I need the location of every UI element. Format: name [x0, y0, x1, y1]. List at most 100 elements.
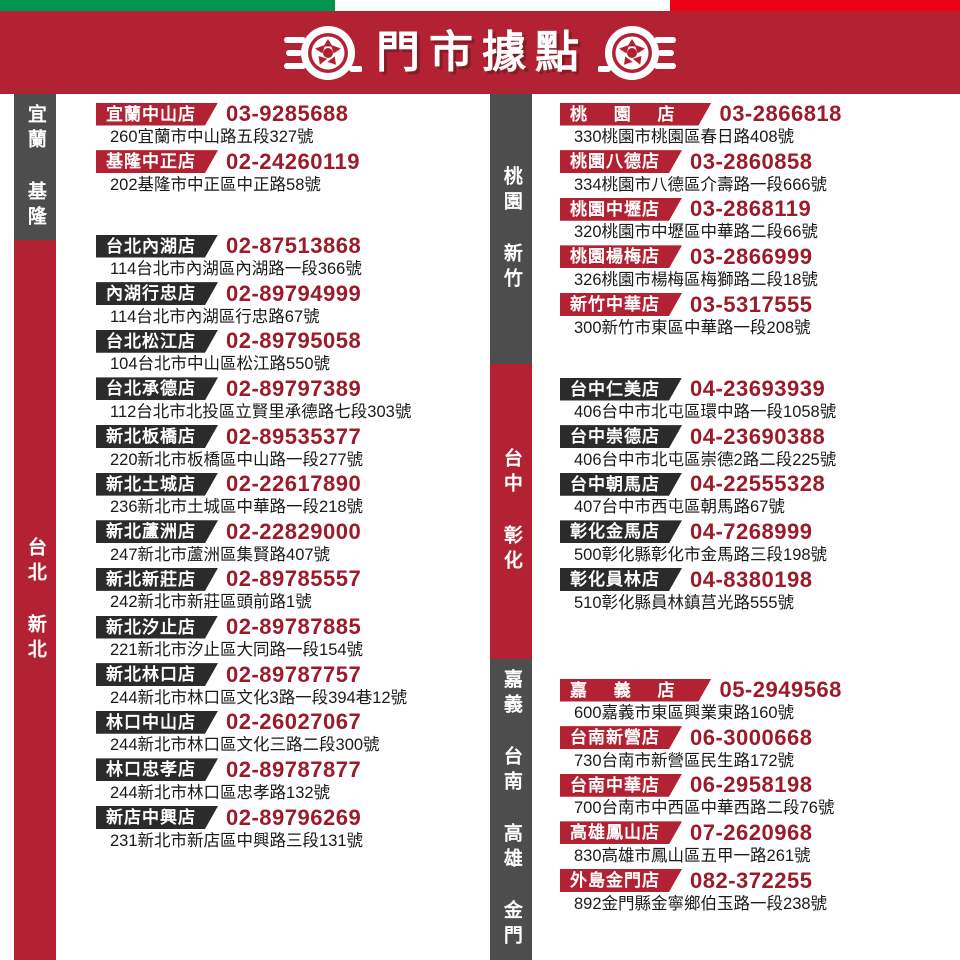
store-name-tag[interactable]: 新北汐止店: [96, 616, 218, 639]
store-address: 242新北市新莊區頭前路1號: [110, 593, 312, 612]
store-name-tag[interactable]: 新北蘆洲店: [96, 520, 218, 543]
store-address: 320桃園市中壢區中華路二段66號: [574, 223, 818, 242]
store-address: 231新北市新店區中興路三段131號: [110, 831, 364, 850]
store-name-tag[interactable]: 新竹中華店: [560, 293, 682, 316]
store-header: 桃園八德店 03-2860858: [560, 150, 956, 174]
store-name-tag[interactable]: 新北林口店: [96, 663, 218, 686]
store-group-taichung-changhua: 台中仁美店 04-23693939 406台中市北屯區環中路一段1058號 台中崇德店…: [560, 377, 956, 615]
region-label-text: 台北 新北: [24, 536, 46, 664]
store-address: 510彰化縣員林鎮莒光路555號: [574, 593, 795, 612]
store-phone[interactable]: 02-89785557: [226, 566, 362, 592]
store-phone[interactable]: 02-89787757: [226, 661, 362, 687]
store-entry: 新北新莊店 02-89785557 242新北市新莊區頭前路1號: [96, 567, 476, 613]
store-name-tag[interactable]: 嘉 義 店: [560, 679, 711, 702]
store-name-tag[interactable]: 彰化金馬店: [560, 520, 682, 543]
store-name-tag[interactable]: 宜蘭中山店: [96, 103, 218, 126]
store-phone[interactable]: 03-2868119: [690, 196, 812, 222]
store-header: 台南新營店 06-3000668: [560, 726, 956, 750]
store-address: 202基隆市中正區中正路58號: [110, 175, 321, 194]
store-name-tag[interactable]: 桃 園 店: [560, 103, 711, 126]
store-address: 300新竹市東區中華路一段208號: [574, 318, 811, 337]
store-name-tag[interactable]: 台北內湖店: [96, 235, 218, 258]
store-header: 桃園中壢店 03-2868119: [560, 197, 956, 221]
store-phone[interactable]: 02-24260119: [226, 148, 360, 174]
store-group-taipei-newtaipei: 台北內湖店 02-87513868 114台北市內湖區內湖路一段366號 內湖行忠店 0…: [96, 234, 476, 853]
store-address: 244新北市林口區文化3路一段394巷12號: [110, 688, 408, 707]
store-name-tag[interactable]: 新店中興店: [96, 806, 218, 829]
store-header: 新北蘆洲店 02-22829000: [96, 520, 476, 544]
store-address: 114台北市內湖區行忠路67號: [110, 307, 320, 326]
store-phone[interactable]: 03-2866818: [719, 101, 842, 126]
store-name-tag[interactable]: 台北松江店: [96, 330, 218, 353]
store-phone[interactable]: 02-89535377: [226, 423, 362, 449]
store-phone[interactable]: 04-22555328: [690, 471, 826, 497]
store-name-tag[interactable]: 台中朝馬店: [560, 473, 682, 496]
store-header: 外島金門店 082-372255: [560, 869, 956, 893]
store-address: 221新北市汐止區大同路一段154號: [110, 641, 364, 659]
store-phone[interactable]: 03-5317555: [690, 291, 813, 317]
store-name-tag[interactable]: 高雄鳳山店: [560, 821, 682, 844]
store-phone[interactable]: 05-2949568: [719, 677, 842, 702]
store-name-tag[interactable]: 新北新莊店: [96, 568, 218, 591]
store-phone[interactable]: 02-89787885: [226, 614, 362, 639]
store-name-tag[interactable]: 內湖行忠店: [96, 282, 218, 305]
store-name-tag[interactable]: 桃園八德店: [560, 150, 682, 173]
store-name-tag[interactable]: 台中仁美店: [560, 378, 682, 401]
store-entry: 新北蘆洲店 02-22829000 247新北市蘆洲區集賢路407號: [96, 520, 476, 566]
store-address: 330桃園市桃園區春日路408號: [574, 128, 795, 146]
store-phone[interactable]: 02-89797389: [226, 375, 362, 401]
store-name-tag[interactable]: 桃園楊梅店: [560, 245, 682, 268]
store-phone[interactable]: 082-372255: [690, 867, 813, 893]
store-header: 高雄鳳山店 07-2620968: [560, 821, 956, 845]
store-phone[interactable]: 04-7268999: [690, 518, 813, 544]
store-name-tag[interactable]: 林口中山店: [96, 711, 218, 734]
store-entry: 台中仁美店 04-23693939 406台中市北屯區環中路一段1058號: [560, 377, 956, 423]
store-entry: 桃園楊梅店 03-2866999 326桃園市楊梅區梅獅路二段18號: [560, 245, 956, 291]
store-name-tag[interactable]: 桃園中壢店: [560, 198, 682, 221]
store-phone[interactable]: 04-8380198: [690, 566, 813, 592]
store-entry: 台南中華店 06-2958198 700台南市中西區中華西路二段76號: [560, 773, 956, 819]
store-phone[interactable]: 02-89795058: [226, 328, 362, 354]
store-directory: 宜蘭 基隆 台北 新北 宜蘭中山店 03-9285688 260宜蘭市中山路五段327…: [0, 94, 960, 960]
store-entry: 彰化金馬店 04-7268999 500彰化縣彰化市金馬路三段198號: [560, 520, 956, 566]
store-phone[interactable]: 02-87513868: [226, 233, 362, 258]
store-phone[interactable]: 02-89794999: [226, 280, 362, 306]
store-name-tag[interactable]: 台中崇德店: [560, 425, 682, 448]
store-phone[interactable]: 03-2866999: [690, 243, 813, 269]
store-phone[interactable]: 04-23690388: [690, 423, 826, 449]
store-name-tag[interactable]: 台北承德店: [96, 377, 218, 400]
store-phone[interactable]: 03-9285688: [226, 101, 349, 126]
store-phone[interactable]: 02-89796269: [226, 804, 362, 830]
store-phone[interactable]: 06-3000668: [690, 724, 813, 750]
tire-wheel-icon: [284, 24, 362, 82]
region-label-1: 台北 新北: [14, 240, 56, 960]
store-phone[interactable]: 02-22617890: [226, 471, 362, 497]
store-address: 892金門縣金寧鄉伯玉路一段238號: [574, 894, 828, 913]
store-name-tag[interactable]: 彰化員林店: [560, 568, 682, 591]
store-phone[interactable]: 02-22829000: [226, 518, 362, 544]
store-name-tag[interactable]: 新北板橋店: [96, 425, 218, 448]
store-header: 基隆中正店 02-24260119: [96, 150, 476, 174]
store-phone[interactable]: 07-2620968: [690, 819, 813, 845]
store-name-tag[interactable]: 外島金門店: [560, 869, 682, 892]
store-header: 內湖行忠店 02-89794999: [96, 282, 476, 306]
store-header: 台北松江店 02-89795058: [96, 329, 476, 353]
store-phone[interactable]: 02-89787877: [226, 756, 362, 782]
store-name-tag[interactable]: 基隆中正店: [96, 150, 218, 173]
store-header: 嘉 義 店 05-2949568: [560, 678, 956, 702]
store-name-tag[interactable]: 台南中華店: [560, 774, 682, 797]
store-address: 112台北市北投區立賢里承德路七段303號: [110, 402, 412, 421]
store-header: 宜蘭中山店 03-9285688: [96, 102, 476, 126]
store-phone[interactable]: 03-2860858: [690, 148, 813, 174]
store-phone[interactable]: 04-23693939: [690, 376, 826, 401]
store-phone[interactable]: 02-26027067: [226, 709, 362, 735]
tricolor-red-band: [670, 0, 960, 11]
store-name-tag[interactable]: 台南新營店: [560, 726, 682, 749]
store-name-tag[interactable]: 林口忠孝店: [96, 758, 218, 781]
store-phone[interactable]: 06-2958198: [690, 772, 813, 798]
store-name-tag[interactable]: 新北土城店: [96, 473, 218, 496]
store-address: 500彰化縣彰化市金馬路三段198號: [574, 545, 828, 564]
region-label-text: 台中 彰化: [500, 448, 522, 575]
store-header: 新北林口店 02-89787757: [96, 663, 476, 687]
store-entry: 新北土城店 02-22617890 236新北市土城區中華路一段218號: [96, 472, 476, 518]
